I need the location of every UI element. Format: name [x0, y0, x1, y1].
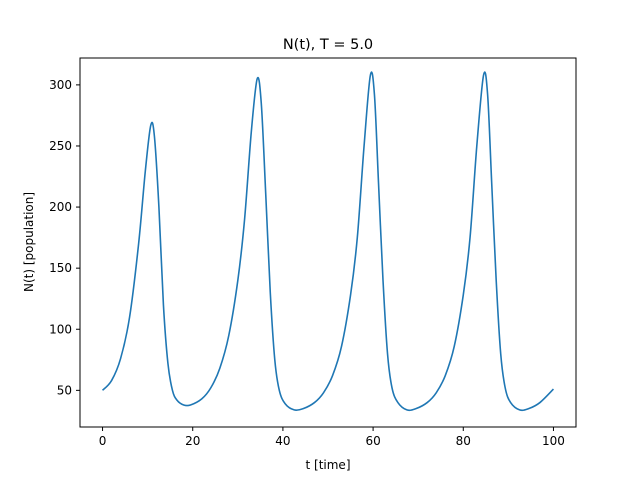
y-tick-label: 300: [49, 78, 72, 92]
x-tick-label: 80: [456, 434, 471, 448]
plot-area: [101, 71, 555, 412]
y-tick-label: 200: [49, 200, 72, 214]
y-tick-label: 50: [57, 383, 72, 397]
x-tick-label: 100: [542, 434, 565, 448]
x-ticks: 0 20 40 60 80 100: [99, 427, 565, 448]
x-tick-label: 40: [275, 434, 290, 448]
y-tick-label: 150: [49, 261, 72, 275]
chart-title: N(t), T = 5.0: [283, 37, 373, 53]
x-tick-label: 60: [365, 434, 380, 448]
series-line: [101, 71, 555, 412]
x-tick-label: 20: [185, 434, 200, 448]
y-tick-label: 250: [49, 139, 72, 153]
y-axis-label: N(t) [population]: [22, 192, 36, 292]
axes-frame: [79, 57, 577, 428]
x-tick-label: 0: [99, 434, 107, 448]
x-axis-label: t [time]: [306, 458, 351, 472]
y-tick-label: 100: [49, 322, 72, 336]
y-ticks: 50 100 150 200 250 300: [49, 78, 80, 397]
